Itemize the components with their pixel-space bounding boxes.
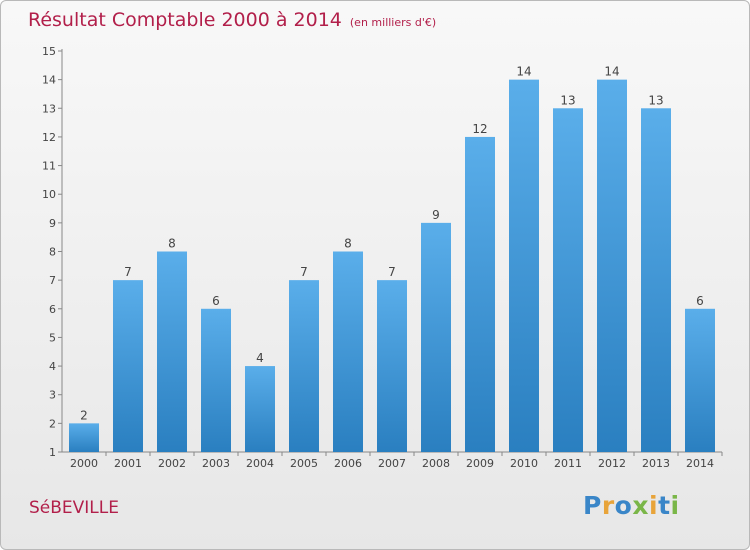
title-text: Résultat Comptable 2000 à 2014 — [28, 9, 342, 31]
bar-2005 — [289, 280, 319, 452]
x-tick-label-2012: 2012 — [598, 457, 626, 470]
proxiti-logo: Proxiti — [583, 491, 680, 520]
x-tick-label-2010: 2010 — [510, 457, 538, 470]
y-tick-label: 5 — [49, 331, 56, 344]
y-tick-label: 2 — [49, 417, 56, 430]
x-tick-label-2008: 2008 — [422, 457, 450, 470]
y-tick-label: 9 — [49, 217, 56, 230]
bar-2011 — [553, 108, 583, 453]
bar-2001 — [113, 280, 143, 452]
title-unit: (en milliers d'€) — [349, 16, 437, 29]
bar-2000 — [69, 423, 99, 452]
logo-letter: P — [583, 491, 602, 520]
y-tick-label: 14 — [42, 74, 56, 87]
x-tick-label-2000: 2000 — [70, 457, 98, 470]
commune-name: SéBEVILLE — [29, 498, 119, 518]
logo-letter: r — [601, 491, 615, 520]
y-tick-label: 8 — [49, 246, 56, 259]
x-tick-label-2014: 2014 — [686, 457, 714, 470]
y-tick-label: 4 — [49, 360, 56, 373]
logo-letter: o — [614, 491, 633, 520]
data-label-2002: 8 — [168, 237, 176, 251]
x-tick-label-2011: 2011 — [554, 457, 582, 470]
data-label-2009: 12 — [472, 122, 487, 136]
y-tick-label: 10 — [42, 188, 56, 201]
data-label-2003: 6 — [212, 294, 220, 308]
x-tick-label-2005: 2005 — [290, 457, 318, 470]
y-tick-label: 7 — [49, 274, 56, 287]
x-tick-label-2001: 2001 — [114, 457, 142, 470]
data-label-2011: 13 — [560, 93, 575, 107]
data-label-2010: 14 — [516, 65, 531, 79]
logo-letter: t — [658, 491, 671, 520]
y-tick-label: 13 — [42, 102, 56, 115]
x-tick-label-2006: 2006 — [334, 457, 362, 470]
bar-2002 — [157, 251, 187, 452]
bar-2010 — [509, 79, 539, 453]
y-tick-label: 15 — [42, 45, 56, 58]
x-tick-label-2003: 2003 — [202, 457, 230, 470]
data-labels: 2 7 8 6 4 7 8 7 9 12 14 13 14 13 6 — [80, 65, 704, 423]
y-tick-label: 12 — [42, 131, 56, 144]
data-label-2004: 4 — [256, 351, 264, 365]
bar-2007 — [377, 280, 407, 452]
bar-series — [69, 79, 715, 453]
bar-2006 — [333, 251, 363, 452]
x-tick-label-2013: 2013 — [642, 457, 670, 470]
y-tick-label: 1 — [49, 446, 56, 459]
bar-2008 — [421, 222, 451, 452]
bar-2013 — [641, 108, 671, 453]
bar-2012 — [597, 79, 627, 453]
data-label-2013: 13 — [648, 93, 663, 107]
bar-2009 — [465, 136, 495, 452]
y-tick-label: 6 — [49, 303, 56, 316]
data-label-2006: 8 — [344, 237, 352, 251]
data-label-2012: 14 — [604, 65, 619, 79]
x-tick-label-2009: 2009 — [466, 457, 494, 470]
bar-2014 — [685, 308, 715, 452]
x-tick-label-2002: 2002 — [158, 457, 186, 470]
y-tick-label: 11 — [42, 160, 56, 173]
data-label-2008: 9 — [432, 208, 440, 222]
y-tick-label: 3 — [49, 389, 56, 402]
logo-letter: i — [649, 491, 659, 520]
chart-title: Résultat Comptable 2000 à 2014 (en millie… — [28, 9, 436, 31]
data-label-2000: 2 — [80, 408, 88, 422]
x-tick-label-2007: 2007 — [378, 457, 406, 470]
data-label-2007: 7 — [388, 265, 396, 279]
bar-2003 — [201, 308, 231, 452]
x-tick-label-2004: 2004 — [246, 457, 274, 470]
data-label-2005: 7 — [300, 265, 308, 279]
data-label-2014: 6 — [696, 294, 704, 308]
bar-2004 — [245, 366, 275, 452]
logo-letter: x — [632, 491, 649, 520]
data-label-2001: 7 — [124, 265, 132, 279]
logo-letter: i — [670, 491, 680, 520]
